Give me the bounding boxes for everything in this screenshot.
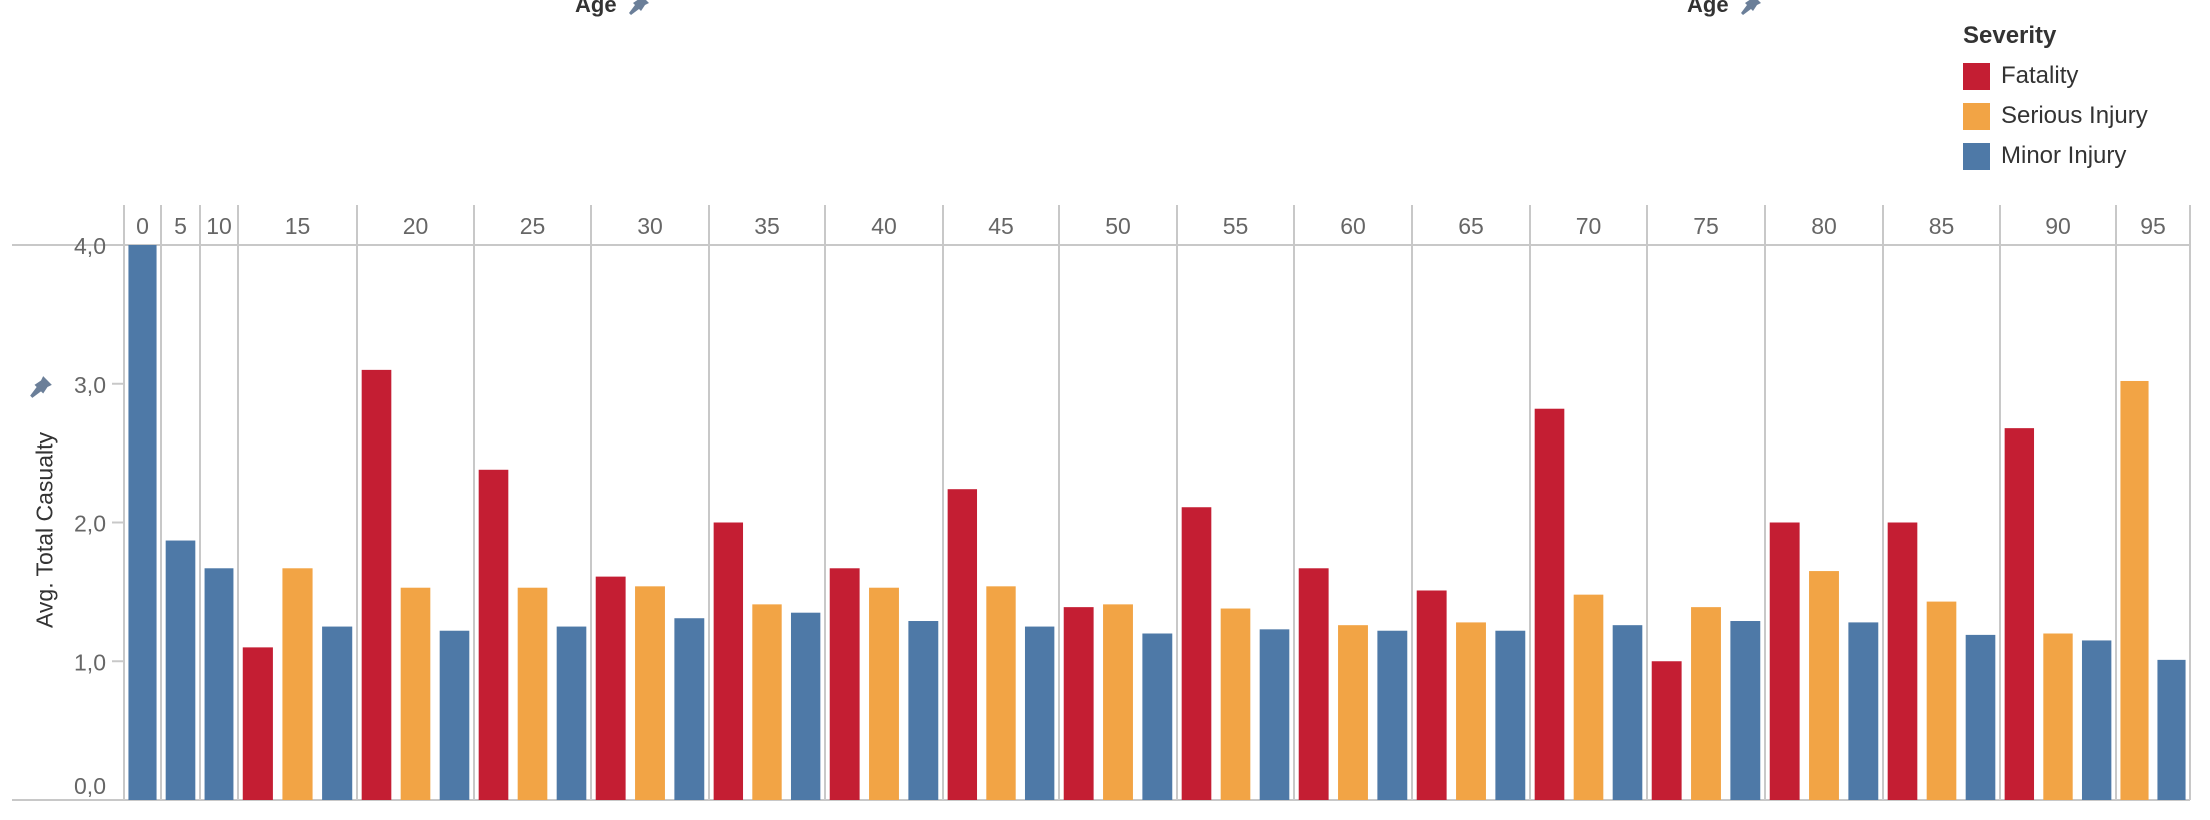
bar-serious-injury[interactable]: [2120, 380, 2149, 800]
age-field-label: Age: [575, 0, 617, 17]
age-column-header[interactable]: 85: [1929, 213, 1955, 239]
legend-item-minor-injury[interactable]: Minor Injury: [1963, 136, 2148, 176]
age-column-header[interactable]: 40: [871, 213, 897, 239]
pin-icon[interactable]: [1739, 0, 1763, 17]
age-column-header[interactable]: 90: [2045, 213, 2071, 239]
column-shelf-age-field-left[interactable]: Age: [575, 0, 651, 18]
bar-serious-injury[interactable]: [1338, 625, 1368, 800]
age-column-header[interactable]: 0: [136, 213, 149, 239]
bar-minor-injury[interactable]: [439, 630, 470, 800]
column-shelf-age-field-right[interactable]: Age: [1687, 0, 1763, 18]
bar-fatality[interactable]: [595, 576, 626, 800]
age-column-header[interactable]: 60: [1340, 213, 1366, 239]
bar-minor-injury[interactable]: [204, 568, 234, 800]
bar-fatality[interactable]: [1534, 408, 1565, 800]
bar-serious-injury[interactable]: [752, 604, 782, 800]
bar-serious-injury[interactable]: [2043, 633, 2073, 801]
age-column-header[interactable]: 65: [1458, 213, 1484, 239]
bar-serious-injury[interactable]: [517, 587, 548, 800]
bar-minor-injury[interactable]: [1024, 626, 1055, 800]
age-column-header[interactable]: 45: [988, 213, 1014, 239]
bar-fatality[interactable]: [1181, 507, 1212, 800]
bar-minor-injury[interactable]: [1730, 621, 1761, 800]
legend-swatch-serious-injury: [1963, 102, 1990, 130]
bar-minor-injury[interactable]: [908, 621, 939, 800]
bar-serious-injury[interactable]: [1573, 594, 1604, 800]
bar-minor-injury[interactable]: [674, 618, 705, 800]
severity-legend: Severity Fatality Serious Injury Minor I…: [1963, 22, 2148, 176]
legend-title: Severity: [1963, 22, 2057, 49]
bar-minor-injury[interactable]: [2081, 640, 2112, 800]
bar-fatality[interactable]: [361, 369, 392, 800]
pin-icon[interactable]: [28, 374, 54, 400]
bar-serious-injury[interactable]: [1456, 622, 1486, 800]
bar-minor-injury[interactable]: [1142, 633, 1173, 801]
bar-fatality[interactable]: [1416, 590, 1447, 800]
bar-serious-injury[interactable]: [635, 586, 665, 800]
bar-fatality[interactable]: [713, 522, 744, 801]
bar-minor-injury[interactable]: [1848, 622, 1879, 800]
age-column-header[interactable]: 95: [2140, 213, 2166, 239]
y-tick-label: 1,0: [74, 649, 106, 675]
age-column-header[interactable]: 35: [754, 213, 780, 239]
bar-fatality[interactable]: [2004, 428, 2035, 800]
bar-fatality[interactable]: [947, 489, 978, 800]
age-column-header[interactable]: 75: [1693, 213, 1719, 239]
bar-serious-injury[interactable]: [1926, 601, 1957, 800]
y-tick-label: 0,0: [74, 773, 106, 799]
age-field-label: Age: [1687, 0, 1729, 17]
age-column-header[interactable]: 10: [206, 213, 232, 239]
bar-serious-injury[interactable]: [986, 586, 1016, 800]
bar-fatality[interactable]: [829, 568, 860, 800]
bar-minor-injury[interactable]: [165, 540, 196, 800]
bar-minor-injury[interactable]: [1377, 630, 1408, 800]
bar-serious-injury[interactable]: [1220, 608, 1251, 800]
bar-minor-injury[interactable]: [1965, 634, 1996, 800]
legend-swatch-fatality: [1963, 62, 1990, 90]
legend-item-fatality[interactable]: Fatality: [1963, 56, 2148, 96]
legend-label: Minor Injury: [2001, 142, 2127, 169]
bar-serious-injury[interactable]: [869, 587, 899, 800]
y-tick-label: 2,0: [74, 511, 106, 537]
bar-minor-injury[interactable]: [1259, 629, 1290, 800]
bar-minor-injury[interactable]: [1612, 625, 1643, 800]
age-column-header[interactable]: 5: [174, 213, 187, 239]
bar-minor-injury[interactable]: [128, 245, 157, 800]
age-column-header[interactable]: 20: [403, 213, 429, 239]
bar-fatality[interactable]: [1063, 607, 1094, 800]
y-tick-label: 4,0: [74, 233, 106, 259]
age-column-header[interactable]: 15: [285, 213, 311, 239]
bar-minor-injury[interactable]: [790, 612, 821, 800]
age-column-header[interactable]: 50: [1105, 213, 1131, 239]
bar-fatality[interactable]: [1769, 522, 1800, 801]
bar-minor-injury[interactable]: [1495, 630, 1526, 800]
legend-swatch-minor-injury: [1963, 142, 1990, 170]
bar-serious-injury[interactable]: [1809, 571, 1839, 800]
bar-fatality[interactable]: [242, 647, 273, 800]
age-column-header[interactable]: 80: [1811, 213, 1837, 239]
bar-fatality[interactable]: [1651, 661, 1682, 800]
legend-item-serious-injury[interactable]: Serious Injury: [1963, 96, 2148, 136]
legend-label: Serious Injury: [2001, 102, 2148, 129]
bar-fatality[interactable]: [478, 469, 509, 800]
bar-minor-injury[interactable]: [556, 626, 587, 800]
bar-serious-injury[interactable]: [1103, 604, 1133, 800]
y-tick-label: 3,0: [74, 372, 106, 398]
age-column-header[interactable]: 70: [1576, 213, 1602, 239]
age-column-header[interactable]: 55: [1223, 213, 1249, 239]
age-column-header[interactable]: 25: [520, 213, 546, 239]
legend-label: Fatality: [2001, 62, 2079, 89]
bar-minor-injury[interactable]: [2157, 659, 2186, 800]
bar-fatality[interactable]: [1887, 522, 1918, 801]
bar-serious-injury[interactable]: [1691, 607, 1721, 800]
bar-serious-injury[interactable]: [282, 568, 313, 800]
pin-icon[interactable]: [627, 0, 651, 17]
bar-serious-injury[interactable]: [400, 587, 431, 800]
age-column-header[interactable]: 30: [637, 213, 663, 239]
bar-fatality[interactable]: [1298, 568, 1329, 800]
bar-minor-injury[interactable]: [322, 626, 353, 800]
